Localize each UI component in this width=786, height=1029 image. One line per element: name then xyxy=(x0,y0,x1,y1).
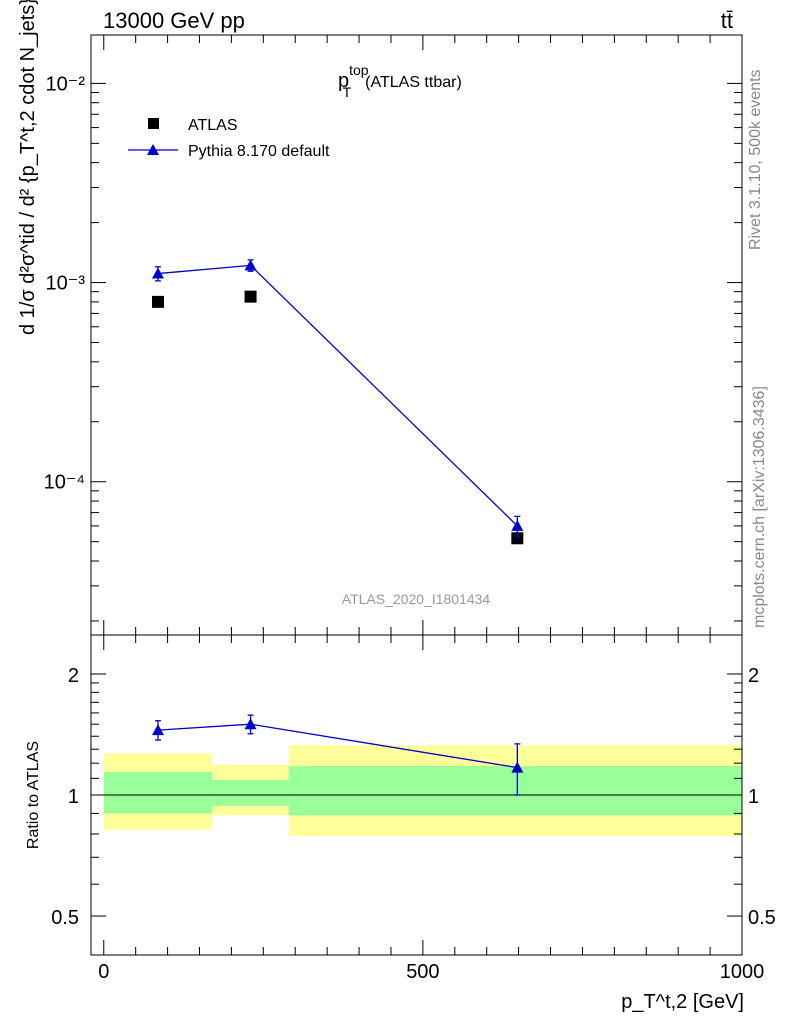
ratio-pythia-point xyxy=(152,724,165,736)
ratio-y-tick-label-right: 1 xyxy=(748,786,759,808)
ratio-plot-area: 0 500 1000 2 2 1 1 0.5 0.5 xyxy=(51,634,776,983)
ratio-pythia-point xyxy=(511,761,524,773)
ratio-pythia-point xyxy=(244,718,257,730)
ratio-y-tick-label-right: 0.5 xyxy=(748,907,776,929)
rivet-label: Rivet 3.1.10, 500k events xyxy=(747,69,764,250)
main-y-tick-label: 10⁻⁴ xyxy=(44,472,85,494)
main-title: ptop T(ATLAS ttbar) xyxy=(338,62,462,100)
main-y-tick-label: 10⁻³ xyxy=(46,273,86,295)
main-ylabel: d 1/σ d²σ^tid / d² {p_T^t,2 cdot N_jets}… xyxy=(17,0,39,335)
pythia-data-point xyxy=(511,519,524,531)
atlas-data-point xyxy=(511,532,524,545)
ratio-inner-band-2 xyxy=(288,766,742,816)
legend-pythia-label: Pythia 8.170 default xyxy=(188,143,330,160)
ratio-inner-band-0 xyxy=(103,772,213,814)
pythia-line xyxy=(157,264,518,527)
energy-label: 13000 GeV pp xyxy=(103,8,245,33)
legend-atlas-label: ATLAS xyxy=(188,117,238,134)
legend-pythia-marker xyxy=(147,144,159,155)
ratio-x-tick-label: 1000 xyxy=(720,961,765,983)
ratio-y-tick-label: 0.5 xyxy=(51,907,79,929)
atlas-data-point xyxy=(244,290,257,303)
process-label: tt̄ xyxy=(721,8,733,33)
ratio-y-tick-label: 1 xyxy=(68,786,79,808)
analysis-id: ATLAS_2020_I1801434 xyxy=(342,591,491,607)
ratio-x-tick-label: 500 xyxy=(406,961,439,983)
atlas-data-point xyxy=(152,295,165,308)
pythia-data-point xyxy=(152,267,165,279)
mcplots-label: mcplots.cern.ch [arXiv:1306.3436] xyxy=(751,386,768,628)
ratio-x-tick-label: 0 xyxy=(98,961,109,983)
ratio-y-tick-label: 2 xyxy=(68,665,79,687)
legend-atlas-marker xyxy=(148,118,159,129)
x-axis-title: p_T^t,2 [GeV] xyxy=(621,991,744,1013)
pythia-data-point xyxy=(244,259,257,271)
ratio-ylabel: Ratio to ATLAS xyxy=(25,741,42,849)
ratio-y-tick-label-right: 2 xyxy=(748,665,759,687)
main-y-tick-label: 10⁻² xyxy=(46,73,86,95)
ratio-inner-band-1 xyxy=(212,779,289,806)
